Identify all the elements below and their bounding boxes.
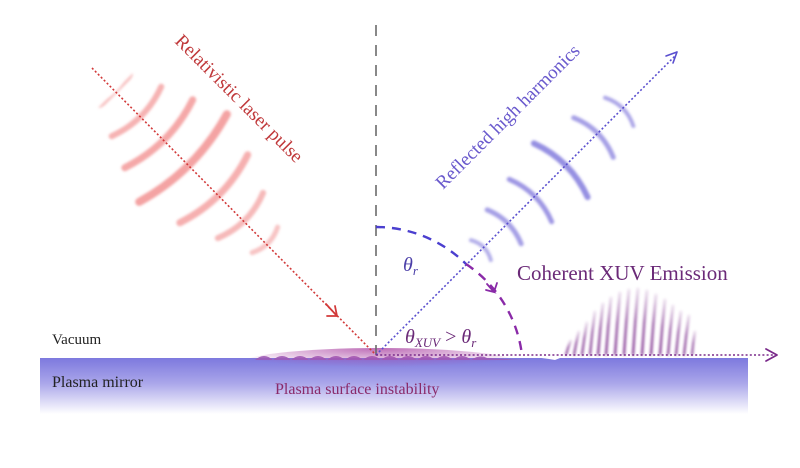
xuv-ray [376, 348, 778, 362]
arc-arrowhead-icon [485, 282, 498, 294]
angle-arc [375, 225, 524, 356]
xuv-spikes [564, 287, 696, 356]
arc-theta-xuv [465, 263, 524, 356]
plasma-mirror-region [40, 348, 748, 414]
laser-arrowhead-icon [325, 303, 338, 317]
label-coherent-xuv: Coherent XUV Emission [517, 261, 728, 285]
label-theta-xuv-inequality: θXUV > θr [405, 326, 477, 350]
label-theta-r: θr [403, 254, 419, 278]
arc-theta-r [375, 225, 467, 265]
label-plasma-mirror: Plasma mirror [52, 374, 144, 391]
reflected-ray [375, 51, 678, 356]
xuv-arrowhead-icon [765, 348, 778, 362]
label-vacuum: Vacuum [52, 332, 101, 348]
laser-ray [91, 67, 377, 356]
reflected-arrowhead-icon [665, 51, 678, 64]
label-surface-instability: Plasma surface instability [275, 381, 439, 398]
laser-pulse-wavefronts [96, 71, 281, 256]
label-reflected-harmonics: Reflected high harmonics [432, 41, 585, 194]
